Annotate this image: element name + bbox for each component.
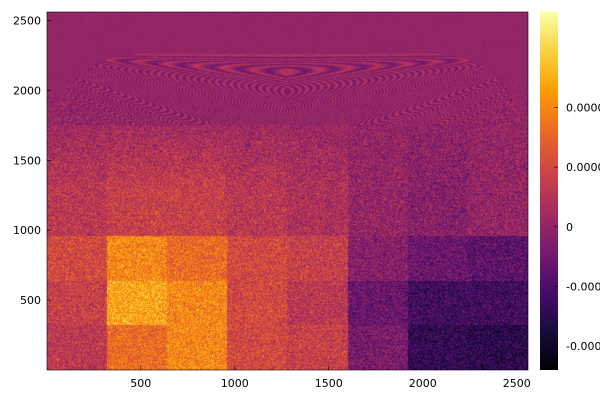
colorbar-gradient	[540, 12, 558, 370]
y-tick-label: 2000	[13, 84, 41, 97]
plot-frame	[46, 11, 529, 371]
heatmap-plot-area	[46, 11, 529, 371]
heatmap-image	[47, 12, 528, 370]
y-tick-label: 500	[20, 294, 41, 307]
x-tick-label: 2000	[409, 377, 437, 390]
y-tick-label: 1000	[13, 224, 41, 237]
y-axis: 500 1000 1500 2000 2500	[13, 14, 51, 307]
x-tick-label: 500	[130, 377, 151, 390]
x-axis: 500 1000 1500 2000 2500	[130, 366, 531, 390]
x-tick-label: 1000	[221, 377, 249, 390]
x-tick-label: 2500	[503, 377, 531, 390]
y-tick-label: 1500	[13, 154, 41, 167]
x-tick-label: 1500	[315, 377, 343, 390]
colorbar-tick-label: 0	[566, 221, 573, 234]
y-tick-label: 2500	[13, 14, 41, 27]
